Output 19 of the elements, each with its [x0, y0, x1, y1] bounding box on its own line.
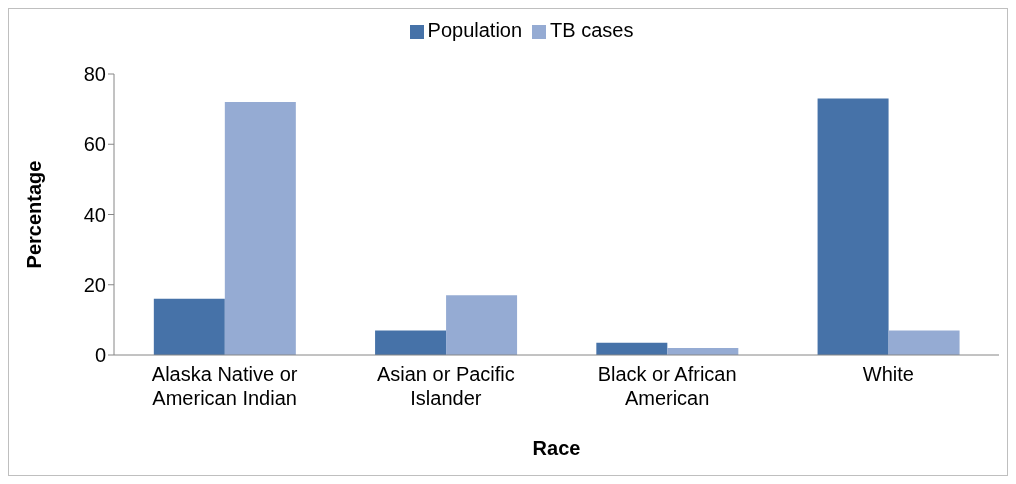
x-axis-title: Race [532, 437, 581, 459]
y-tick-label: 40 [83, 203, 106, 226]
y-tick-label: 60 [83, 133, 106, 156]
y-tick-label: 0 [94, 344, 106, 367]
y-tick-label: 80 [83, 63, 106, 86]
legend-label: Population [427, 19, 523, 41]
bar [375, 330, 447, 355]
bar [153, 298, 225, 355]
x-tick-label: Black or African American [597, 363, 737, 409]
y-tick-label: 20 [83, 273, 106, 296]
legend-label: TB cases [550, 19, 634, 41]
x-tick-label: Alaska Native or American Indian [151, 363, 298, 409]
x-tick-label: White [862, 363, 914, 385]
bar [817, 98, 889, 355]
bar [446, 295, 518, 355]
x-tick-label: Asian or Pacific Islander [376, 363, 515, 409]
bar [888, 330, 960, 355]
y-axis-title: Percentage [23, 160, 46, 269]
bar [224, 102, 296, 355]
